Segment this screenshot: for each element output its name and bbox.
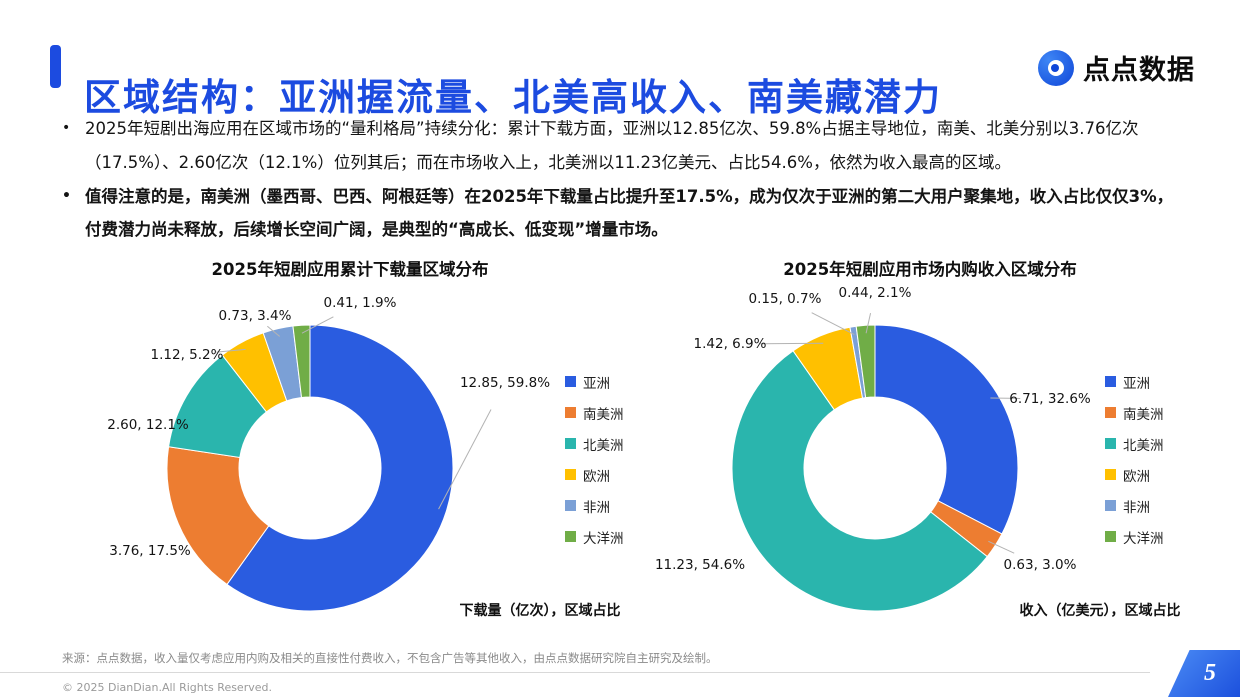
brand-logo: 点点数据 — [1038, 48, 1195, 87]
legend-swatch — [1105, 500, 1116, 511]
legend-item-欧洲: 欧洲 — [565, 459, 624, 490]
legend-item-北美洲: 北美洲 — [1105, 428, 1164, 459]
data-label-南美洲: 0.63, 3.0% — [1003, 557, 1077, 573]
legend-swatch — [1105, 376, 1116, 387]
chart-title-revenue: 2025年短剧应用市场内购收入区域分布 — [783, 260, 1077, 279]
label-leader-line — [438, 409, 492, 510]
label-leader-line — [267, 325, 281, 337]
axis-caption-downloads: 下载量（亿次），区域占比 — [459, 603, 621, 619]
data-label-亚洲: 6.71, 32.6% — [1009, 391, 1091, 407]
label-leader-line — [811, 312, 855, 336]
diandian-logo-icon — [1038, 49, 1074, 86]
label-leader-line — [216, 348, 246, 353]
data-label-北美洲: 11.23, 54.6% — [654, 557, 746, 573]
source-note: 来源：点点数据，收入量仅考虑应用内购及相关的直接性付费收入，不包含广告等其他收入… — [62, 651, 718, 665]
legend-downloads: 亚洲南美洲北美洲欧洲非洲大洋洲 — [565, 366, 624, 552]
legend-swatch — [565, 469, 576, 480]
bullet-text: 2025年短剧出海应用在区域市场的“量利格局”持续分化：累计下载方面，亚洲以12… — [85, 119, 1139, 172]
data-label-欧洲: 1.12, 5.2% — [150, 347, 224, 363]
bullet-text: 值得注意的是，南美洲（墨西哥、巴西、阿根廷等）在2025年下载量占比提升至17.… — [85, 186, 1174, 240]
donut-slice-亚洲 — [226, 324, 454, 612]
chart-canvas-revenue: 亚洲南美洲北美洲欧洲非洲大洋洲 收入（亿美元），区域占比 6.71, 32.6%… — [650, 285, 1230, 623]
donut-slice-大洋洲 — [292, 324, 311, 399]
legend-item-亚洲: 亚洲 — [1105, 366, 1164, 397]
legend-item-大洋洲: 大洋洲 — [565, 521, 624, 552]
charts-row: 2025年短剧应用累计下载量区域分布 亚洲南美洲北美洲欧洲非洲大洋洲 下载量（亿… — [70, 248, 1230, 650]
donut-slice-亚洲 — [874, 324, 1019, 535]
legend-label: 亚洲 — [1123, 375, 1150, 392]
label-leader-line — [301, 316, 334, 334]
label-leader-line — [988, 540, 1015, 554]
data-label-非洲: 0.15, 0.7% — [748, 291, 822, 307]
bullet-marker: • — [62, 187, 71, 204]
label-leader-line — [990, 397, 1021, 399]
legend-item-非洲: 非洲 — [1105, 490, 1164, 521]
legend-label: 南美洲 — [583, 406, 624, 423]
legend-label: 北美洲 — [583, 437, 624, 454]
data-label-北美洲: 2.60, 12.1% — [107, 417, 189, 433]
label-leader-line — [865, 313, 872, 334]
title-accent-bar — [50, 45, 61, 88]
legend-swatch — [1105, 469, 1116, 480]
data-label-非洲: 0.73, 3.4% — [218, 308, 292, 324]
legend-item-南美洲: 南美洲 — [1105, 397, 1164, 428]
brand-logo-text: 点点数据 — [1083, 55, 1195, 86]
donut-svg-downloads — [166, 316, 492, 612]
page-number: 5 — [1204, 660, 1216, 686]
legend-swatch — [565, 407, 576, 418]
legend-item-大洋洲: 大洋洲 — [1105, 521, 1164, 552]
legend-revenue: 亚洲南美洲北美洲欧洲非洲大洋洲 — [1105, 366, 1164, 552]
axis-caption-revenue: 收入（亿美元），区域占比 — [1019, 603, 1181, 619]
legend-label: 欧洲 — [583, 468, 610, 485]
chart-title-downloads: 2025年短剧应用累计下载量区域分布 — [211, 260, 489, 279]
legend-label: 北美洲 — [1123, 437, 1164, 454]
legend-label: 非洲 — [583, 499, 610, 516]
legend-label: 欧洲 — [1123, 468, 1150, 485]
legend-label: 大洋洲 — [583, 530, 624, 547]
data-label-大洋洲: 0.41, 1.9% — [323, 295, 397, 311]
legend-item-非洲: 非洲 — [565, 490, 624, 521]
legend-item-北美洲: 北美洲 — [565, 428, 624, 459]
data-label-亚洲: 12.85, 59.8% — [459, 375, 551, 391]
legend-label: 大洋洲 — [1123, 530, 1164, 547]
downloads-donut-chart: 2025年短剧应用累计下载量区域分布 亚洲南美洲北美洲欧洲非洲大洋洲 下载量（亿… — [70, 248, 650, 650]
legend-swatch — [1105, 407, 1116, 418]
bullet-point-1: • 2025年短剧出海应用在区域市场的“量利格局”持续分化：累计下载方面，亚洲以… — [62, 112, 1187, 180]
legend-item-南美洲: 南美洲 — [565, 397, 624, 428]
donut-svg-revenue — [731, 312, 1021, 612]
legend-swatch — [1105, 531, 1116, 542]
copyright-text: © 2025 DianDian.All Rights Reserved. — [62, 681, 272, 694]
slide-header: 区域结构：亚洲握流量、北美高收入、南美藏潜力 点点数据 — [50, 42, 1200, 119]
bullet-marker: • — [62, 120, 71, 136]
legend-swatch — [565, 500, 576, 511]
chart-canvas-downloads: 亚洲南美洲北美洲欧洲非洲大洋洲 下载量（亿次），区域占比 12.85, 59.8… — [70, 288, 650, 623]
donut-slice-大洋洲 — [855, 324, 876, 399]
footer-divider — [0, 672, 1150, 673]
donut-slice-北美洲 — [731, 350, 988, 612]
legend-item-欧洲: 欧洲 — [1105, 459, 1164, 490]
legend-label: 南美洲 — [1123, 406, 1164, 423]
legend-swatch — [565, 376, 576, 387]
bullet-point-2: • 值得注意的是，南美洲（墨西哥、巴西、阿根廷等）在2025年下载量占比提升至1… — [62, 180, 1187, 248]
data-label-欧洲: 1.42, 6.9% — [693, 336, 767, 352]
legend-swatch — [565, 531, 576, 542]
legend-item-亚洲: 亚洲 — [565, 366, 624, 397]
page-title: 区域结构：亚洲握流量、北美高收入、南美藏潜力 — [84, 75, 942, 119]
legend-swatch — [1105, 438, 1116, 449]
legend-label: 亚洲 — [583, 375, 610, 392]
legend-label: 非洲 — [1123, 499, 1150, 516]
page-number-badge: 5 — [1168, 650, 1240, 697]
data-label-大洋洲: 0.44, 2.1% — [838, 285, 912, 301]
revenue-donut-chart: 2025年短剧应用市场内购收入区域分布 亚洲南美洲北美洲欧洲非洲大洋洲 收入（亿… — [650, 248, 1230, 650]
legend-swatch — [565, 438, 576, 449]
summary-bullets: • 2025年短剧出海应用在区域市场的“量利格局”持续分化：累计下载方面，亚洲以… — [62, 112, 1187, 247]
data-label-南美洲: 3.76, 17.5% — [109, 543, 191, 559]
